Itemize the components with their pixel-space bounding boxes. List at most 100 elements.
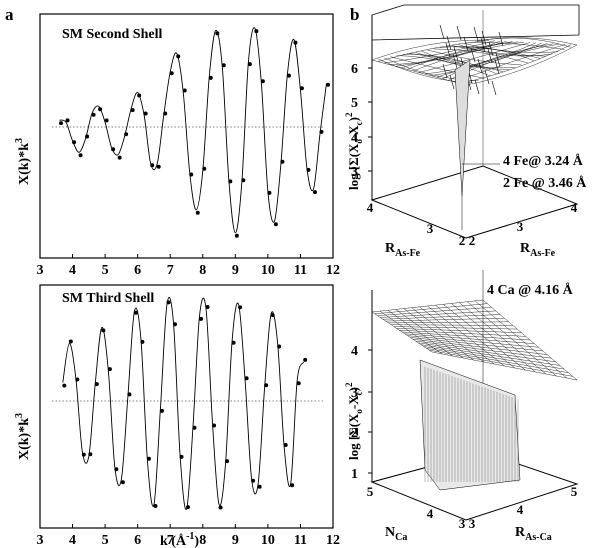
x-tick-label: 12 — [326, 263, 340, 278]
data-point — [241, 178, 246, 183]
data-point — [205, 305, 210, 309]
data-point — [280, 159, 285, 164]
data-point — [114, 467, 119, 472]
data-point — [257, 484, 262, 489]
mesh-line — [456, 25, 462, 41]
data-point — [212, 423, 217, 428]
data-point — [270, 313, 275, 318]
axis-tick-label: 2 — [469, 233, 476, 248]
data-point — [85, 134, 90, 139]
axis-tick-label: 4 — [517, 502, 524, 517]
x-tick-label: 11 — [294, 263, 307, 278]
mesh-line — [464, 43, 559, 53]
panel-b-label: b — [350, 5, 359, 24]
axis-tick-label: 3 — [517, 219, 524, 234]
panel-b-bottom-annot: 4 Ca @ 4.16 Å — [487, 282, 574, 298]
panel-b-top-zticks: 6 5 4 3 — [351, 62, 372, 180]
panel-a-top-xticks: 3 4 5 6 7 8 9 10 11 12 — [37, 254, 340, 278]
panel-b-bottom-right-axis-label: RAs-Ca — [515, 525, 552, 543]
data-point — [107, 367, 112, 372]
axis-tick-label: 3 — [469, 516, 476, 531]
data-point — [143, 111, 148, 116]
panel-a-bottom-frame — [39, 284, 334, 529]
mesh-line — [402, 54, 497, 75]
x-tick-label: 8 — [199, 263, 206, 278]
mesh-line — [482, 37, 578, 46]
mesh-line — [474, 300, 567, 379]
mesh-line — [495, 52, 501, 68]
z-tick-label: 2 — [351, 426, 358, 441]
data-point — [68, 339, 73, 344]
mesh-line — [427, 305, 505, 367]
data-point — [81, 452, 86, 457]
data-point — [130, 108, 135, 113]
data-point — [124, 132, 129, 137]
fit-curve — [62, 296, 305, 510]
data-point — [117, 155, 122, 160]
panel-b-top-floor — [370, 165, 579, 239]
data-point — [140, 339, 145, 344]
mesh-line — [407, 41, 519, 70]
fit-curve — [59, 27, 327, 234]
data-point — [78, 153, 83, 158]
panel-b-top-left-axis-ticks: 4 3 2 — [367, 200, 466, 248]
mesh-line — [442, 43, 554, 79]
data-point — [75, 377, 80, 382]
mesh-line — [445, 42, 451, 58]
panel-b-bottom-mesh — [371, 299, 578, 381]
mesh-line — [473, 26, 479, 42]
mesh-line — [371, 311, 433, 353]
panel-a-bottom-plot — [62, 296, 308, 510]
panel-b-bottom-left-axis-ticks: 5 4 3 — [367, 484, 466, 531]
data-point — [286, 73, 291, 78]
axis-tick-label: 4 — [427, 506, 434, 521]
x-tick-label: 3 — [37, 533, 44, 548]
mesh-line — [480, 37, 486, 53]
data-point — [247, 62, 252, 67]
mesh-line — [403, 308, 474, 361]
data-point — [59, 121, 64, 126]
data-point — [303, 357, 308, 362]
panel-b-top-annot2: 2 Fe @ 3.46 Å — [503, 175, 587, 191]
data-point — [254, 29, 259, 34]
mesh-line — [487, 48, 493, 64]
mesh-line — [463, 36, 469, 52]
z-tick-label: 6 — [351, 62, 358, 77]
data-point — [283, 443, 288, 447]
data-point — [218, 505, 223, 510]
x-tick-label: 3 — [37, 263, 44, 278]
data-point — [186, 505, 190, 510]
data-point — [133, 310, 138, 315]
data-point — [150, 163, 155, 168]
panel-b-top-right-axis-ticks: 2 3 4 — [469, 200, 578, 248]
data-point — [195, 210, 200, 215]
mesh-line — [446, 35, 452, 51]
data-point — [101, 328, 106, 333]
mesh-line — [494, 59, 500, 75]
axis-tick-label: 4 — [367, 200, 374, 215]
mesh-line — [482, 299, 578, 381]
axis-tick-label: 3 — [427, 221, 434, 236]
mesh-line — [413, 41, 525, 72]
mesh-line — [491, 80, 497, 96]
z-tick-label: 5 — [351, 96, 358, 111]
panel-b-top-surface-plot — [370, 4, 580, 239]
panel-b-top-left-axis-label: RAs-Fe — [385, 241, 421, 259]
mesh-line — [443, 304, 526, 371]
mesh-line — [395, 309, 464, 359]
mesh-line — [411, 307, 484, 363]
mesh-line — [481, 30, 487, 46]
data-point — [238, 305, 243, 310]
data-point — [228, 179, 233, 184]
data-point — [163, 111, 168, 116]
data-point — [306, 167, 311, 172]
mesh-line — [408, 53, 504, 72]
panel-b-top-mesh — [371, 24, 578, 96]
mesh-line — [459, 302, 547, 375]
panel-a-bottom-title: SM Third Shell — [62, 291, 154, 306]
mesh-line — [452, 45, 547, 57]
x-tick-label: 8 — [199, 533, 206, 548]
mesh-line — [418, 42, 531, 73]
panel-b-bottom-valley-lines — [424, 366, 519, 482]
panel-b-bottom-zlabel: log [Σ(Xo-Xc)2 — [344, 382, 364, 460]
